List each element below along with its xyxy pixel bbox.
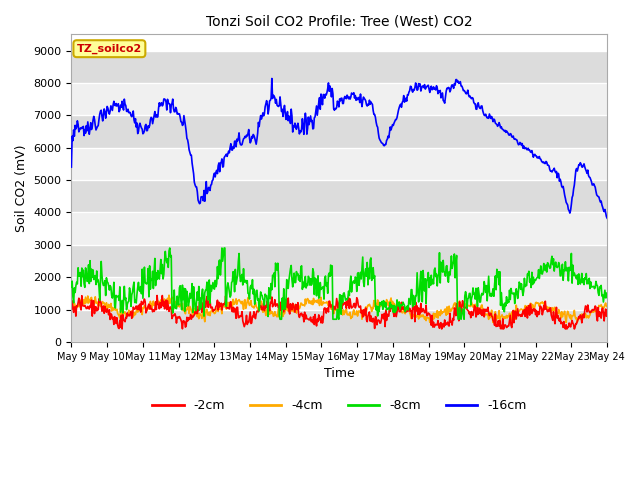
Title: Tonzi Soil CO2 Profile: Tree (West) CO2: Tonzi Soil CO2 Profile: Tree (West) CO2 [206, 15, 472, 29]
Bar [72, 115, 607, 148]
Bar [72, 83, 607, 115]
X-axis label: Time: Time [324, 367, 355, 380]
Bar [72, 148, 607, 180]
Bar [72, 310, 607, 342]
Bar [72, 245, 607, 277]
Bar [72, 213, 607, 245]
Legend: -2cm, -4cm, -8cm, -16cm: -2cm, -4cm, -8cm, -16cm [147, 394, 531, 417]
Text: TZ_soilco2: TZ_soilco2 [77, 44, 142, 54]
Bar [72, 180, 607, 213]
Bar [72, 50, 607, 83]
Bar [72, 277, 607, 310]
Y-axis label: Soil CO2 (mV): Soil CO2 (mV) [15, 144, 28, 232]
